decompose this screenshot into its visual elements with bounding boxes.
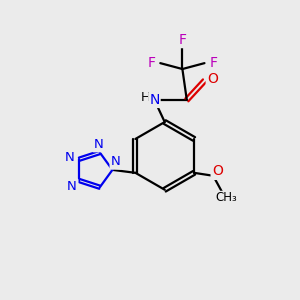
Text: O: O (212, 164, 223, 178)
Text: N: N (67, 180, 77, 193)
Text: O: O (207, 72, 218, 86)
Text: N: N (149, 93, 160, 107)
Text: F: F (178, 33, 186, 46)
Text: F: F (209, 56, 217, 70)
Text: CH₃: CH₃ (216, 191, 237, 204)
Text: F: F (148, 56, 155, 70)
Text: N: N (111, 155, 121, 168)
Text: H: H (141, 91, 150, 104)
Text: N: N (65, 151, 75, 164)
Text: N: N (94, 138, 103, 151)
